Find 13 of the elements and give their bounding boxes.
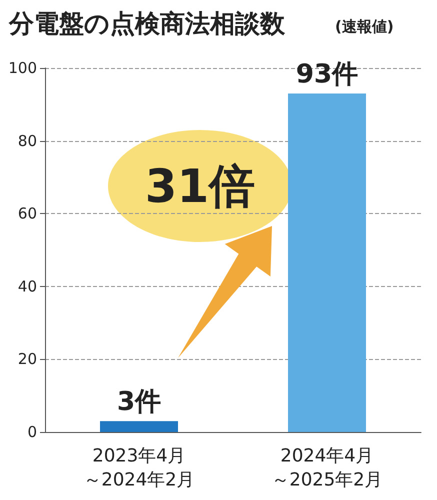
y-tick-label: 100 (8, 59, 37, 77)
x-tick-label: 2024年4月～2025年2月 (271, 446, 383, 490)
data-label: 3件 (116, 387, 162, 418)
y-tick-label: 60 (18, 204, 37, 223)
annotation: 31倍 (144, 159, 256, 213)
y-tick-label: 40 (18, 277, 37, 296)
data-label: 93件 (296, 59, 358, 90)
y-tick-label: 0 (27, 423, 37, 441)
x-tick-label: 2023年4月～2024年2月 (83, 446, 195, 490)
chart-subtitle: (速報値) (335, 18, 394, 36)
chart-title: 分電盤の点検商法相談数 (8, 9, 286, 38)
y-tick-label: 20 (18, 350, 37, 368)
y-tick-label: 80 (18, 132, 37, 150)
